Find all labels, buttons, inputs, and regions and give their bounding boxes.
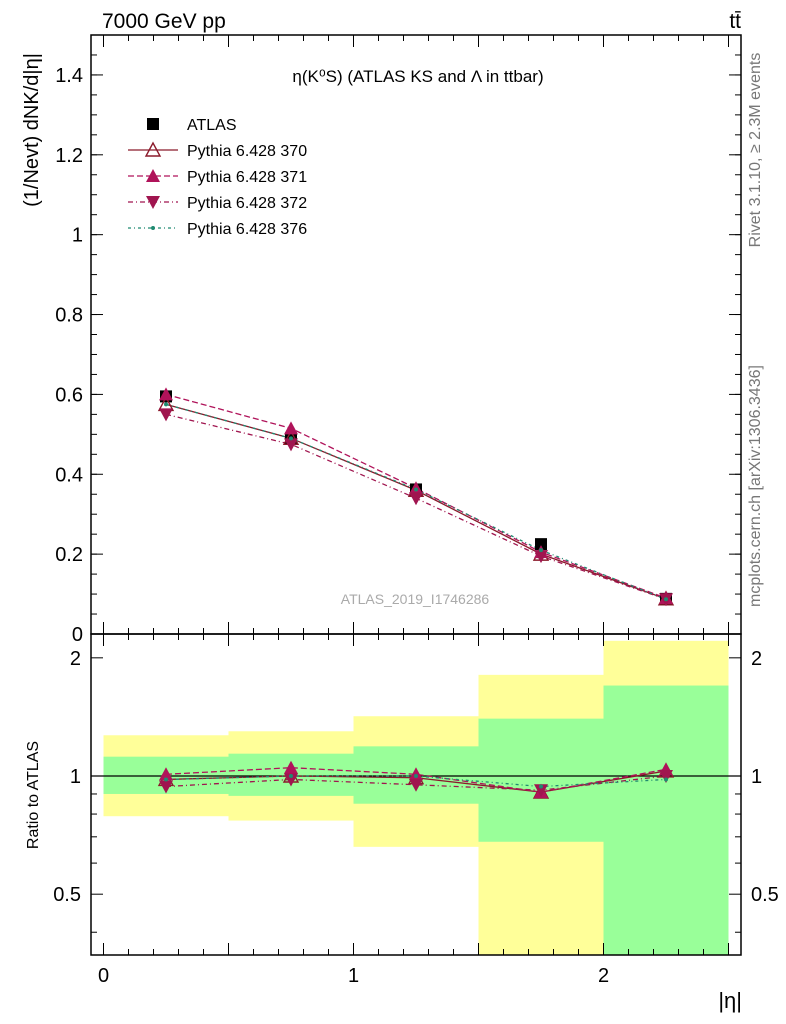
main-y-tick-label: 1.2	[55, 145, 83, 167]
header-right: tt̄	[729, 10, 741, 33]
ratio-point-2	[534, 784, 548, 798]
ratio-line-1	[165, 767, 667, 793]
ratio-point-2	[284, 773, 298, 787]
main-point-4	[164, 402, 168, 407]
header-left: 7000 GeV pp	[102, 10, 226, 33]
main-point-2	[159, 387, 173, 401]
axis-labels: 7000 GeV pp tt̄ η(K⁰S) (ATLAS KS and Λ i…	[21, 10, 764, 1013]
ratio-point-3	[539, 784, 543, 789]
ratio-y-tick-label: 0.5	[53, 884, 81, 906]
main-point-4	[289, 436, 293, 441]
main-point-4	[539, 548, 543, 553]
legend-marker-4	[151, 226, 155, 230]
x-axis-label: |η|	[718, 988, 742, 1013]
main-point-3	[159, 408, 173, 422]
legend-label-1: Pythia 6.428 370	[187, 143, 307, 160]
ratio-point-3	[414, 774, 418, 779]
y-axis-label-ratio: Ratio to ATLAS	[25, 741, 42, 849]
ratio-point-2	[409, 778, 423, 792]
main-line-4	[165, 403, 667, 600]
watermark: ATLAS_2019_I1746286	[341, 591, 490, 607]
legend-marker-3	[146, 196, 160, 209]
main-point-0	[535, 538, 547, 551]
legend-label-0: ATLAS	[187, 117, 237, 134]
legend-label-3: Pythia 6.428 372	[187, 195, 307, 212]
legend-marker-2	[146, 169, 160, 182]
legend-marker-1	[144, 141, 162, 157]
main-y-tick-label: 0.8	[55, 305, 83, 327]
ratio-point-1	[159, 767, 173, 781]
main-point-3	[534, 550, 548, 564]
ratio-point-3	[289, 774, 293, 779]
legend-label-2: Pythia 6.428 371	[187, 169, 307, 186]
main-y-tick-label: 0.6	[55, 384, 83, 406]
legend: ATLAS Pythia 6.428 370 Pythia 6.428 371 Pyt…	[128, 117, 307, 238]
ratio-y-tick-label-right: 2	[751, 648, 762, 670]
main-point-3	[284, 438, 298, 452]
x-tick-label: 1	[348, 965, 359, 987]
ratio-y-tick-label: 1	[70, 766, 81, 788]
ratio-point-3	[664, 777, 668, 782]
main-line-2	[165, 393, 667, 599]
main-point-4	[414, 487, 418, 492]
ratio-y-tick-label-right: 0.5	[751, 884, 779, 906]
ratio-point-1	[409, 767, 423, 781]
plot-title: η(K⁰S) (ATLAS KS and Λ in ttbar)	[292, 67, 543, 86]
x-tick-label: 2	[598, 965, 609, 987]
y-axis-label-main: (1/Nevt) dNK/d|η|	[21, 53, 43, 207]
ratio-uncertainty-bands	[103, 640, 729, 955]
band-inner	[603, 685, 729, 955]
main-series-markers	[157, 387, 675, 607]
legend-label-4: Pythia 6.428 376	[187, 221, 307, 238]
main-y-tick-label: 1.4	[55, 65, 83, 87]
ratio-plot-frame	[90, 633, 742, 956]
ratio-point-1	[284, 760, 298, 774]
x-tick-label: 0	[98, 965, 109, 987]
main-y-tick-label: 0	[72, 624, 83, 646]
ratio-point-3	[164, 777, 168, 782]
ratio-series-markers	[157, 760, 675, 799]
side-label-mcplots: mcplots.cern.ch [arXiv:1306.3436]	[747, 365, 764, 607]
ratio-point-2	[159, 780, 173, 794]
legend-marker-0	[147, 118, 159, 130]
main-point-4	[664, 597, 668, 602]
main-point-3	[409, 492, 423, 506]
main-point-2	[284, 421, 298, 435]
main-y-tick-label: 1	[72, 225, 83, 247]
band-inner	[478, 718, 604, 842]
main-y-tick-label: 0.4	[55, 464, 83, 486]
ratio-y-tick-label: 2	[70, 648, 81, 670]
axis-ticks: 00.20.40.60.811.21.40.5 0.51 12 20 1 2	[53, 35, 779, 987]
ratio-y-tick-label-right: 1	[751, 766, 762, 788]
ratio-point-2	[659, 770, 673, 784]
side-label-rivet: Rivet 3.1.10, ≥ 2.3M events	[747, 53, 764, 248]
main-y-tick-label: 0.2	[55, 544, 83, 566]
